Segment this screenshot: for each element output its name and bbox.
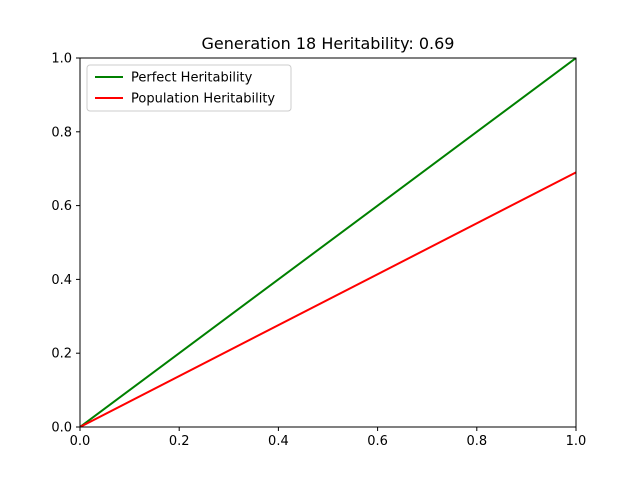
y-tick-label: 0.6 [51, 199, 72, 214]
series-line-1 [80, 171, 576, 427]
series-line-0 [80, 58, 576, 427]
x-tick-label: 0.4 [268, 434, 289, 449]
y-tick-label: 0.2 [51, 347, 72, 362]
legend: Perfect Heritability Population Heritabil… [86, 64, 292, 112]
chart-title: Generation 18 Heritability: 0.69 [202, 34, 455, 53]
x-tick-label: 1.0 [566, 434, 587, 449]
y-tick-label: 1.0 [51, 52, 72, 67]
axes: 0.0 0.2 0.4 0.6 0.8 1.0 0.0 0.2 0.4 0.6 0.8 1.0 [51, 52, 586, 450]
y-tick-label: 0.0 [51, 421, 72, 436]
y-tick-label: 0.8 [51, 125, 72, 140]
x-tick-label: 0.0 [70, 434, 91, 449]
x-tick-label: 0.6 [367, 434, 388, 449]
legend-label: Population Heritability [131, 92, 275, 107]
legend-label: Perfect Heritability [131, 71, 253, 86]
axes-frame [79, 57, 577, 428]
x-tick-label: 0.2 [169, 434, 190, 449]
legend-box [86, 64, 292, 112]
y-tick-label: 0.4 [51, 273, 72, 288]
plot-area [80, 58, 576, 427]
x-tick-label: 0.8 [466, 434, 487, 449]
